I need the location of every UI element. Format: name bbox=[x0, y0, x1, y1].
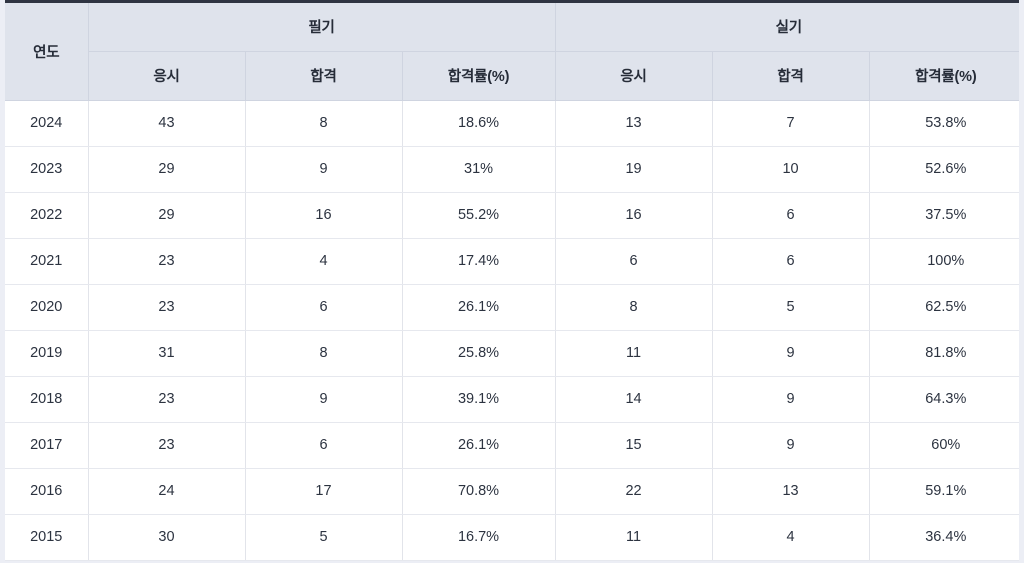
cell-written-rate: 55.2% bbox=[402, 192, 556, 239]
cell-practical-rate: 64.3% bbox=[869, 376, 1019, 423]
table-row: 2019 31 8 25.8% 11 9 81.8% bbox=[5, 330, 1019, 377]
column-header-practical-passed: 합격 bbox=[712, 51, 870, 101]
exam-statistics-table: 연도 필기 실기 응시 합격 합격률(%) 응시 합격 합격률(%) 2024 4… bbox=[5, 3, 1019, 561]
table-row: 2021 23 4 17.4% 6 6 100% bbox=[5, 238, 1019, 285]
cell-written-passed: 6 bbox=[245, 422, 403, 469]
column-header-practical-rate: 합격률(%) bbox=[869, 51, 1019, 101]
cell-practical-applied: 13 bbox=[555, 100, 713, 147]
cell-written-passed: 6 bbox=[245, 284, 403, 331]
cell-practical-passed: 4 bbox=[712, 514, 870, 561]
exam-statistics-table-container: 연도 필기 실기 응시 합격 합격률(%) 응시 합격 합격률(%) 2024 4… bbox=[5, 0, 1019, 561]
cell-practical-applied: 19 bbox=[555, 146, 713, 193]
cell-written-rate: 17.4% bbox=[402, 238, 556, 285]
cell-written-passed: 9 bbox=[245, 376, 403, 423]
cell-practical-applied: 11 bbox=[555, 514, 713, 561]
cell-practical-rate: 100% bbox=[869, 238, 1019, 285]
cell-practical-applied: 15 bbox=[555, 422, 713, 469]
cell-written-applied: 23 bbox=[88, 422, 246, 469]
table-header: 연도 필기 실기 응시 합격 합격률(%) 응시 합격 합격률(%) bbox=[5, 3, 1019, 101]
cell-written-rate: 70.8% bbox=[402, 468, 556, 515]
table-row: 2018 23 9 39.1% 14 9 64.3% bbox=[5, 376, 1019, 423]
cell-written-applied: 24 bbox=[88, 468, 246, 515]
header-row-subcolumns: 응시 합격 합격률(%) 응시 합격 합격률(%) bbox=[5, 51, 1019, 101]
cell-year: 2024 bbox=[5, 100, 89, 147]
column-header-written-applied: 응시 bbox=[88, 51, 246, 101]
cell-practical-rate: 36.4% bbox=[869, 514, 1019, 561]
cell-practical-applied: 14 bbox=[555, 376, 713, 423]
column-header-practical-applied: 응시 bbox=[555, 51, 713, 101]
cell-written-passed: 17 bbox=[245, 468, 403, 515]
cell-practical-passed: 9 bbox=[712, 422, 870, 469]
cell-written-rate: 26.1% bbox=[402, 422, 556, 469]
cell-practical-applied: 22 bbox=[555, 468, 713, 515]
table-row: 2024 43 8 18.6% 13 7 53.8% bbox=[5, 100, 1019, 147]
column-group-header-written: 필기 bbox=[88, 3, 556, 52]
table-row: 2023 29 9 31% 19 10 52.6% bbox=[5, 146, 1019, 193]
cell-practical-passed: 6 bbox=[712, 192, 870, 239]
cell-practical-rate: 59.1% bbox=[869, 468, 1019, 515]
cell-written-applied: 43 bbox=[88, 100, 246, 147]
cell-written-passed: 8 bbox=[245, 100, 403, 147]
table-body: 2024 43 8 18.6% 13 7 53.8% 2023 29 9 31% 19 10 52.6% 2… bbox=[5, 100, 1019, 561]
cell-written-rate: 16.7% bbox=[402, 514, 556, 561]
cell-written-rate: 18.6% bbox=[402, 100, 556, 147]
cell-year: 2021 bbox=[5, 238, 89, 285]
cell-written-applied: 31 bbox=[88, 330, 246, 377]
cell-written-applied: 29 bbox=[88, 192, 246, 239]
cell-written-rate: 39.1% bbox=[402, 376, 556, 423]
cell-practical-passed: 9 bbox=[712, 376, 870, 423]
column-group-header-practical: 실기 bbox=[555, 3, 1019, 52]
cell-practical-passed: 7 bbox=[712, 100, 870, 147]
cell-practical-applied: 11 bbox=[555, 330, 713, 377]
cell-written-applied: 29 bbox=[88, 146, 246, 193]
cell-practical-passed: 10 bbox=[712, 146, 870, 193]
table-row: 2015 30 5 16.7% 11 4 36.4% bbox=[5, 514, 1019, 561]
cell-year: 2019 bbox=[5, 330, 89, 377]
column-header-written-passed: 합격 bbox=[245, 51, 403, 101]
column-header-year: 연도 bbox=[5, 3, 89, 101]
cell-practical-rate: 52.6% bbox=[869, 146, 1019, 193]
table-row: 2016 24 17 70.8% 22 13 59.1% bbox=[5, 468, 1019, 515]
cell-practical-passed: 13 bbox=[712, 468, 870, 515]
cell-practical-rate: 62.5% bbox=[869, 284, 1019, 331]
cell-practical-applied: 16 bbox=[555, 192, 713, 239]
cell-written-passed: 4 bbox=[245, 238, 403, 285]
cell-written-passed: 5 bbox=[245, 514, 403, 561]
cell-year: 2015 bbox=[5, 514, 89, 561]
cell-written-rate: 25.8% bbox=[402, 330, 556, 377]
table-row: 2022 29 16 55.2% 16 6 37.5% bbox=[5, 192, 1019, 239]
cell-written-passed: 8 bbox=[245, 330, 403, 377]
table-row: 2017 23 6 26.1% 15 9 60% bbox=[5, 422, 1019, 469]
cell-written-applied: 23 bbox=[88, 284, 246, 331]
cell-practical-rate: 53.8% bbox=[869, 100, 1019, 147]
cell-practical-rate: 60% bbox=[869, 422, 1019, 469]
cell-year: 2023 bbox=[5, 146, 89, 193]
cell-written-passed: 16 bbox=[245, 192, 403, 239]
cell-year: 2022 bbox=[5, 192, 89, 239]
table-row: 2020 23 6 26.1% 8 5 62.5% bbox=[5, 284, 1019, 331]
cell-practical-passed: 5 bbox=[712, 284, 870, 331]
column-header-written-rate: 합격률(%) bbox=[402, 51, 556, 101]
cell-practical-applied: 8 bbox=[555, 284, 713, 331]
cell-written-rate: 26.1% bbox=[402, 284, 556, 331]
header-row-groups: 연도 필기 실기 bbox=[5, 3, 1019, 101]
cell-practical-passed: 9 bbox=[712, 330, 870, 377]
cell-practical-rate: 81.8% bbox=[869, 330, 1019, 377]
cell-year: 2020 bbox=[5, 284, 89, 331]
cell-written-rate: 31% bbox=[402, 146, 556, 193]
cell-written-applied: 23 bbox=[88, 376, 246, 423]
cell-written-applied: 23 bbox=[88, 238, 246, 285]
cell-written-passed: 9 bbox=[245, 146, 403, 193]
cell-year: 2018 bbox=[5, 376, 89, 423]
cell-practical-rate: 37.5% bbox=[869, 192, 1019, 239]
cell-practical-applied: 6 bbox=[555, 238, 713, 285]
cell-year: 2017 bbox=[5, 422, 89, 469]
cell-practical-passed: 6 bbox=[712, 238, 870, 285]
cell-written-applied: 30 bbox=[88, 514, 246, 561]
cell-year: 2016 bbox=[5, 468, 89, 515]
